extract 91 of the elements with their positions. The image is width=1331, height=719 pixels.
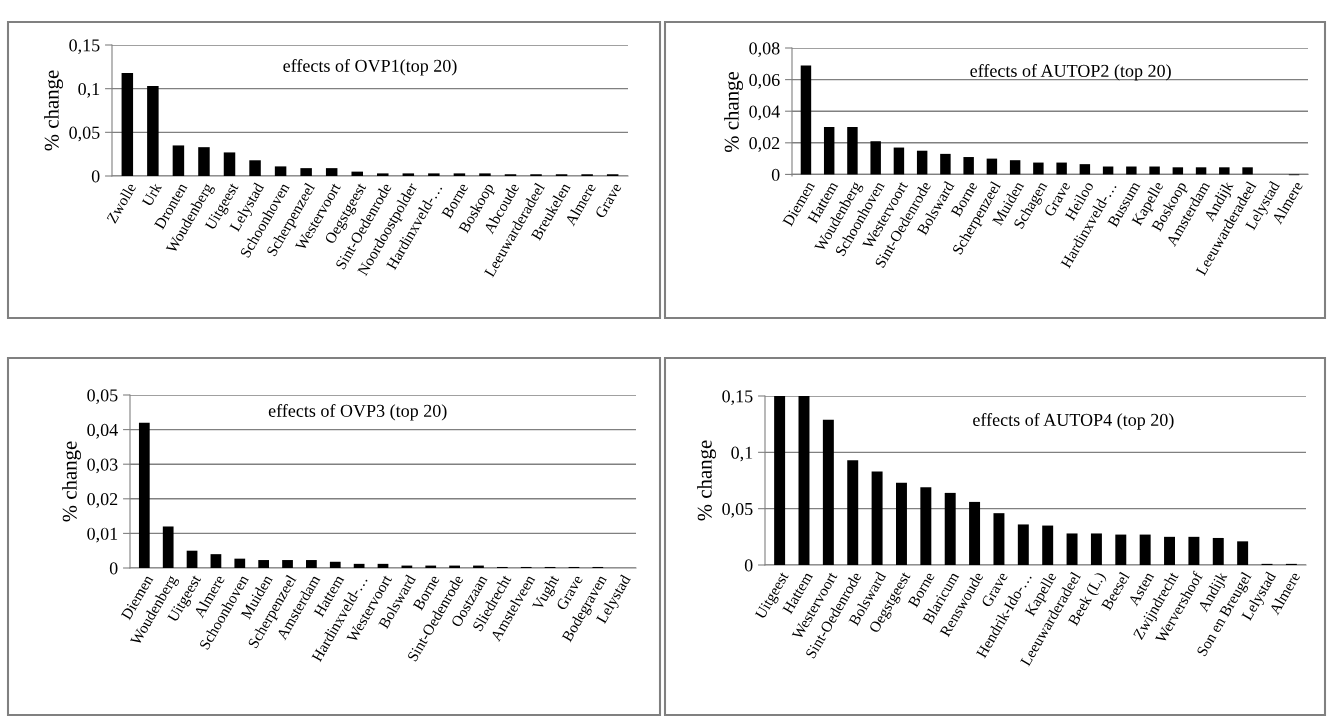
bar [798,396,810,565]
y-tick-label: 0,03 [87,458,118,474]
bar [870,141,881,175]
bar [325,168,338,176]
bar [1115,534,1127,565]
bar [353,563,365,568]
bar [986,158,998,175]
y-tick-label: 0,05 [69,126,100,142]
y-tick-label: 0,02 [749,137,780,152]
y-tick-label: 0 [744,559,753,572]
bar [920,487,932,565]
bar [306,560,317,568]
text: effects of OVP1(top 20) [283,58,457,76]
bar [377,173,389,176]
bar [1009,160,1021,175]
bar [895,482,907,565]
bar [223,152,236,176]
y-axis-title: % change [44,70,64,151]
y-tick-label: 0,05 [87,389,118,405]
chart-title: effects of OVP3 (top 20) [268,404,447,421]
bar [402,173,415,176]
bar [1172,167,1184,175]
bar [1237,541,1249,565]
bar [1164,536,1176,565]
bar [1188,536,1200,565]
bar [940,153,951,175]
bar [893,147,905,175]
bar [1242,167,1253,175]
bar [147,86,159,176]
bar [428,173,440,176]
y-tick-label: 0,15 [722,390,753,406]
y-tick-label: 0,08 [749,42,780,58]
bar [274,166,287,176]
y-tick-label: 0,1 [78,82,100,98]
y-tick-label: 0,02 [87,493,118,508]
y-tick-label: 0,15 [69,39,100,55]
bar [186,550,198,568]
bar [351,171,363,176]
bar [1033,162,1044,175]
bar [121,72,134,176]
bar [162,526,174,568]
bar [1149,166,1160,175]
bar [800,65,812,175]
bar [1090,533,1102,565]
bar [282,560,293,568]
y-axis-title: % change [62,441,82,522]
bar [847,460,859,565]
bar [822,419,834,565]
bar [249,160,261,176]
bar [1042,525,1054,565]
bar [329,561,341,568]
bar [234,558,246,568]
bar [172,145,185,176]
bar [1139,534,1151,565]
bar [871,471,883,565]
bar [774,396,786,565]
bar [479,173,491,176]
bar [258,560,270,568]
bar [916,150,928,175]
bar [823,127,835,175]
y-tick-label: 0,05 [722,502,753,518]
y-tick-label: 0,04 [87,423,118,439]
bar [1079,164,1091,175]
bar [300,168,312,176]
bar [969,501,981,565]
bar [138,422,150,568]
y-tick-label: 0,06 [749,73,780,89]
bar [847,127,858,175]
bar [198,147,210,176]
y-axis-title: % change [724,71,744,153]
text: effects of AUTOP2 (top 20) [970,64,1171,81]
bar [1126,166,1137,175]
bar [1195,167,1207,175]
y-tick-label: 0,01 [87,527,118,543]
text: effects of AUTOP4 (top 20) [973,413,1174,430]
bar [1219,167,1230,175]
bar [1066,533,1078,565]
y-tick-label: 0,1 [731,446,753,462]
y-tick-label: 0 [109,562,118,575]
bar [1017,524,1029,565]
bar [993,513,1005,565]
bar [944,492,956,565]
y-tick-label: 0 [91,170,100,183]
y-tick-label: 0,04 [749,105,780,121]
bar [210,554,222,568]
bar [453,173,466,176]
y-axis-title: % change [697,440,717,521]
bar [1056,162,1067,175]
bar [1212,537,1224,565]
bar [963,157,974,175]
y-tick-label: 0 [771,168,780,181]
